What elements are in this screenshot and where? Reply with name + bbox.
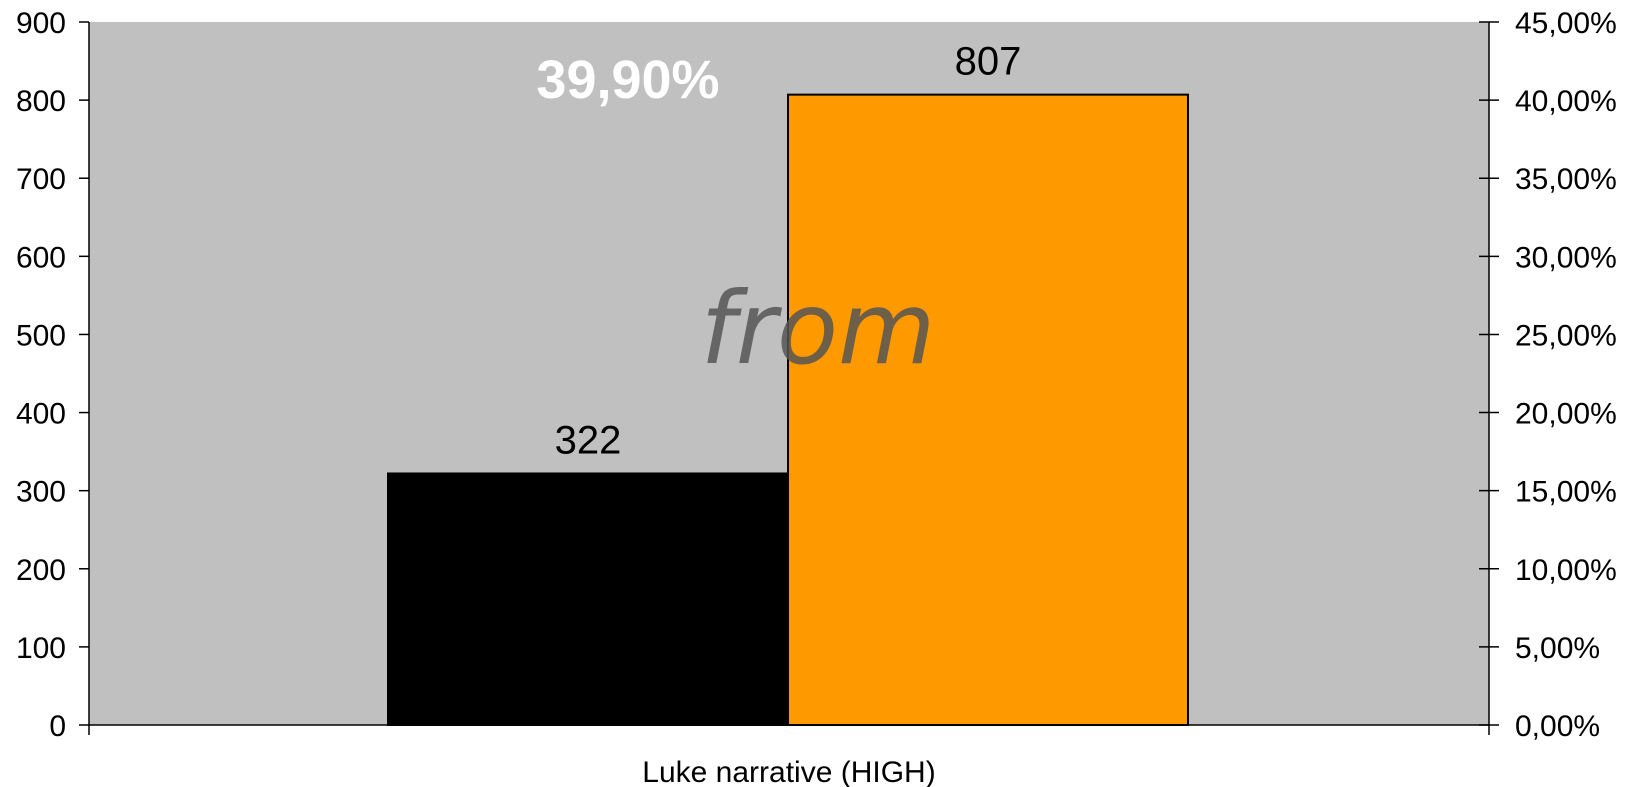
y-tick-label-left: 200: [16, 554, 66, 587]
y-tick-label-left: 700: [16, 163, 66, 196]
data-label-series-2: 807: [955, 40, 1022, 84]
y-tick-label-right: 15,00%: [1515, 476, 1617, 509]
y-tick-label-right: 20,00%: [1515, 398, 1617, 431]
y-tick-label-right: 10,00%: [1515, 554, 1617, 587]
y-tick-label-left: 0: [49, 710, 66, 743]
y-tick-label-right: 5,00%: [1515, 632, 1600, 665]
y-tick-label-left: 900: [16, 7, 66, 40]
percentage-annotation: 39,90%: [536, 50, 719, 110]
y-tick-label-right: 45,00%: [1515, 7, 1617, 40]
data-label-series-1: 322: [555, 418, 622, 462]
y-tick-label-right: 35,00%: [1515, 163, 1617, 196]
bars-group: [387, 93, 1189, 727]
labels-group: 322 807 0 100 200 300 400 500 600 700 800 900 0,00% 5…: [16, 7, 1617, 787]
y-tick-label-right: 30,00%: [1515, 241, 1617, 274]
axes-group: [79, 21, 1499, 735]
y-tick-label-left: 300: [16, 476, 66, 509]
y-tick-label-right: 40,00%: [1515, 85, 1617, 118]
y-tick-label-left: 500: [16, 319, 66, 352]
y-tick-label-left: 800: [16, 85, 66, 118]
y-tick-label-left: 400: [16, 398, 66, 431]
y-tick-label-right: 25,00%: [1515, 319, 1617, 352]
bar-series-2: [787, 93, 1189, 727]
x-category-label: Luke narrative (HIGH): [642, 756, 935, 787]
y-tick-label-left: 100: [16, 632, 66, 665]
y-tick-label-left: 600: [16, 241, 66, 274]
word-annotation: from: [701, 270, 936, 387]
bar-series-1: [387, 472, 789, 726]
y-tick-label-right: 0,00%: [1515, 710, 1600, 743]
